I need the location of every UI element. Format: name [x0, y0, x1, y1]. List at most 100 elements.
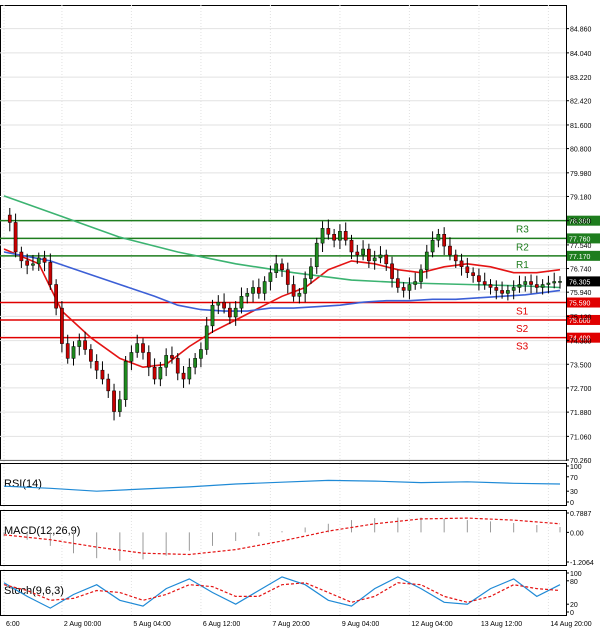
- candle-body: [245, 293, 250, 297]
- candle-body: [477, 275, 481, 282]
- candle-body: [164, 355, 169, 368]
- candle-body: [367, 248, 371, 262]
- panel-frames: [0, 5, 567, 616]
- indicator-name: MACD(12,26,9): [4, 525, 80, 537]
- candle-body: [152, 366, 157, 380]
- time-tick-label: 13 Aug 12:00: [481, 621, 522, 628]
- candle-body: [280, 263, 284, 270]
- candle-body: [170, 355, 174, 359]
- candle-body: [31, 263, 35, 266]
- candle-body: [7, 214, 12, 223]
- candle-body: [332, 234, 336, 241]
- moving-average-lines: [3, 195, 561, 369]
- candle-body: [320, 228, 325, 244]
- candle-body: [529, 281, 533, 285]
- level-name-s1: S1: [516, 307, 529, 318]
- candle-body: [222, 301, 226, 309]
- candle-body: [459, 260, 464, 268]
- candle-body: [268, 272, 273, 282]
- candle-body: [135, 343, 140, 353]
- indicator-tick-label: 0: [570, 500, 574, 507]
- candle-body: [343, 231, 348, 241]
- candle-body: [511, 287, 516, 291]
- candle-body: [413, 281, 418, 285]
- price-tick-label: 74.300: [570, 339, 592, 346]
- candle-body: [384, 254, 389, 265]
- candle-body: [89, 349, 93, 362]
- level-price-label: 78.360: [569, 219, 591, 226]
- candle-body: [482, 281, 487, 285]
- candle-body: [274, 263, 279, 273]
- candle-body: [453, 254, 458, 262]
- candle-body: [187, 366, 192, 380]
- indicator-tick-label: 100: [570, 464, 582, 471]
- candle-body: [94, 361, 99, 371]
- level-price-tag: [567, 314, 600, 325]
- level-name-r2: R2: [516, 242, 529, 253]
- candle-body: [60, 307, 64, 344]
- candle-body: [65, 343, 70, 359]
- time-tick-label: 5 Aug 04:00: [133, 621, 170, 628]
- candle-body: [338, 231, 342, 241]
- indicator-tick-label: 80: [570, 579, 578, 586]
- candle-body: [158, 366, 163, 380]
- candle-body: [13, 222, 18, 253]
- candle-body: [471, 272, 475, 276]
- indicator-tick-label: 70: [570, 475, 578, 482]
- candle-body: [193, 358, 197, 368]
- indicator-tick-label: 0: [570, 610, 574, 617]
- price-tick-label: 80.800: [570, 147, 592, 154]
- time-tick-label: 2 Aug 00:00: [64, 621, 101, 628]
- candle-body: [361, 248, 365, 256]
- candle-body: [523, 281, 528, 285]
- candle-body: [424, 251, 429, 270]
- level-name-r1: R1: [516, 260, 529, 271]
- panel-frame-2: [0, 510, 567, 566]
- price-tick-label: 76.740: [570, 267, 592, 274]
- time-tick-label: 6:00: [6, 621, 20, 628]
- level-name-s2: S2: [516, 324, 529, 335]
- macd-signal-line: [3, 517, 561, 556]
- level-price-label: 77.170: [569, 254, 591, 261]
- candle-body: [355, 251, 360, 256]
- panel-frame-0: [0, 5, 567, 461]
- candle-body: [239, 296, 244, 309]
- candle-body: [395, 278, 400, 288]
- candle-body: [552, 281, 557, 284]
- candle-body: [262, 281, 267, 294]
- price-tick-label: 75.120: [570, 314, 592, 321]
- price-tick-label: 83.220: [570, 75, 592, 82]
- candle-body: [117, 399, 122, 412]
- candle-body: [48, 262, 53, 285]
- level-price-tag: [567, 233, 600, 244]
- level-price-tag: [567, 297, 600, 308]
- level-price-label: 75.000: [569, 318, 591, 325]
- overlay-ma-green: [3, 195, 561, 289]
- price-tick-label: 84.860: [570, 27, 592, 34]
- candle-body: [326, 228, 331, 235]
- price-tick-label: 75.940: [570, 290, 592, 297]
- price-tick-label: 72.700: [570, 386, 592, 393]
- candle-body: [77, 340, 82, 347]
- candle-body: [123, 361, 128, 400]
- panel-frame-3: [0, 570, 567, 616]
- level-name-s3: S3: [516, 342, 529, 353]
- level-price-label: 74.400: [569, 336, 591, 343]
- candle-body: [436, 234, 441, 241]
- indicator-tick-label: 30: [570, 489, 578, 496]
- time-tick-label: 9 Aug 04:00: [342, 621, 379, 628]
- candle-body: [448, 245, 452, 256]
- candle-body: [42, 257, 47, 263]
- indicator-tick-label: 0.00: [570, 530, 584, 537]
- level-name-r3: R3: [516, 225, 529, 236]
- candle-body: [199, 349, 203, 359]
- candle-body: [349, 239, 354, 253]
- candle-body: [146, 352, 151, 368]
- candle-body: [309, 266, 313, 279]
- candle-body: [106, 378, 111, 392]
- candle-body: [36, 257, 41, 265]
- price-axis: 84.860 84.040 83.220 82.420 81.600 80.800 79.9…: [566, 27, 600, 465]
- candle-body: [390, 263, 394, 279]
- candle-body: [488, 284, 493, 288]
- candle-body: [540, 284, 545, 288]
